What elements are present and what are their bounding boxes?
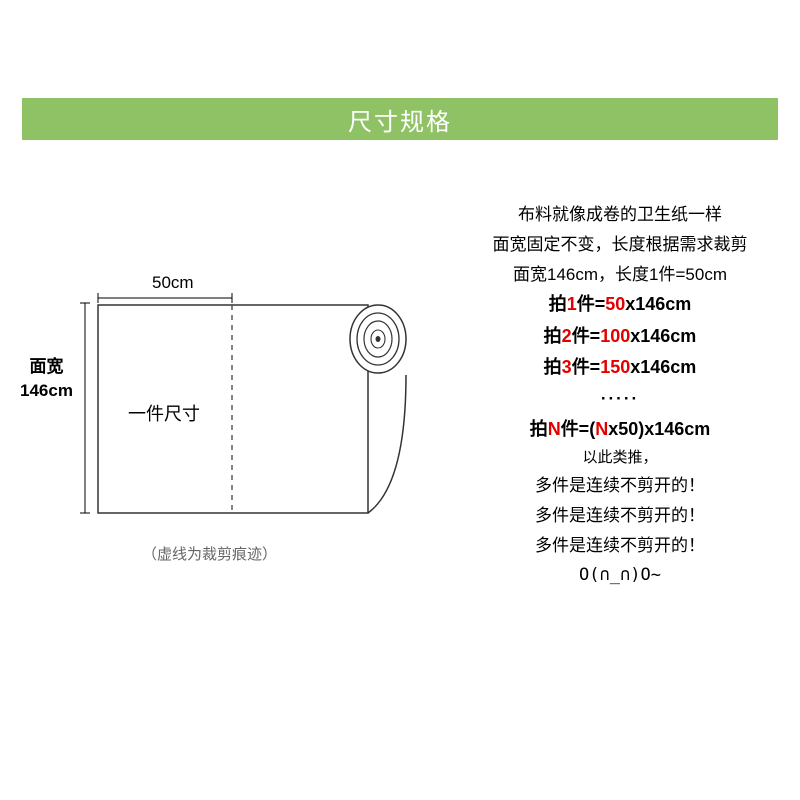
banner-title: 尺寸规格 [348,102,452,137]
formula-3: 拍3件=150x146cm [455,352,785,384]
fabric-roll-diagram [20,255,420,530]
top-dimension-label: 50cm [152,273,194,293]
width-label-value: 146cm [20,379,73,403]
description-block: 布料就像成卷的卫生纸一样 面宽固定不变，长度根据需求裁剪 面宽146cm，长度1… [455,200,785,590]
repeat-line-2: 多件是连续不剪开的！ [455,501,785,531]
tail-note: 以此类推， [455,445,785,471]
repeat-line-3: 多件是连续不剪开的！ [455,531,785,561]
emoticon: O(∩_∩)O~ [455,561,785,591]
desc-line-2: 面宽固定不变，长度根据需求裁剪 [455,230,785,260]
formula-n: 拍N件=(Nx50)x146cm [455,414,785,446]
formula-1: 拍1件=50x146cm [455,289,785,321]
repeat-line-1: 多件是连续不剪开的！ [455,471,785,501]
diagram-caption: （虚线为裁剪痕迹） [142,543,277,564]
width-label-title: 面宽 [20,355,73,379]
ellipsis-dots: ····· [455,384,785,414]
header-banner: 尺寸规格 [22,98,778,140]
piece-size-label: 一件尺寸 [128,400,200,426]
width-label: 面宽 146cm [20,355,73,403]
desc-line-3: 面宽146cm，长度1件=50cm [455,260,785,290]
formula-2: 拍2件=100x146cm [455,321,785,353]
desc-line-1: 布料就像成卷的卫生纸一样 [455,200,785,230]
